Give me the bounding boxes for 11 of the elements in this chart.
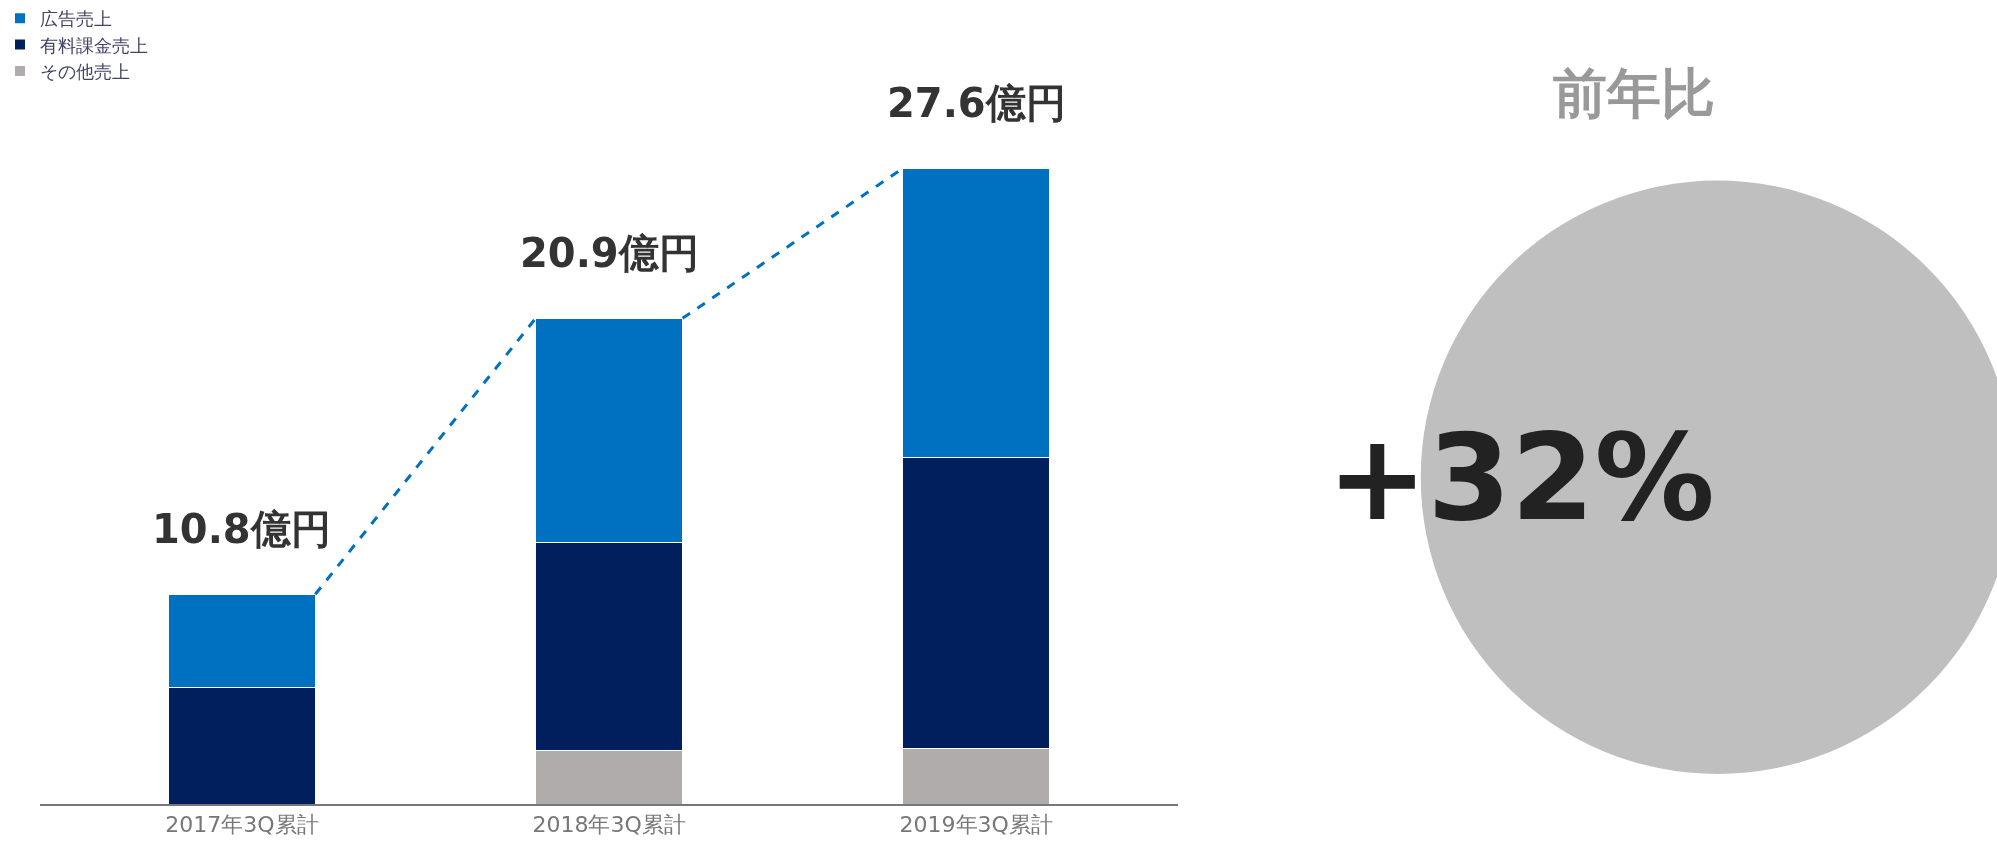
- legend-label: 有料課金売上: [40, 34, 148, 56]
- text: +32%: [1327, 408, 1715, 547]
- text: 前年比: [1553, 62, 1715, 125]
- annotation: 27.6億円: [887, 80, 1066, 126]
- annotation: 20.9億円: [520, 230, 699, 276]
- x-tick-label: 2019年3Q累計: [899, 812, 1053, 838]
- x-tick-label: 2017年3Q累計: [165, 812, 319, 838]
- legend-label: その他売上: [40, 61, 130, 83]
- annotation: 10.8億円: [152, 506, 331, 552]
- legend-label: 広告売上: [40, 8, 112, 30]
- x-tick-label: 2018年3Q累計: [532, 812, 686, 838]
